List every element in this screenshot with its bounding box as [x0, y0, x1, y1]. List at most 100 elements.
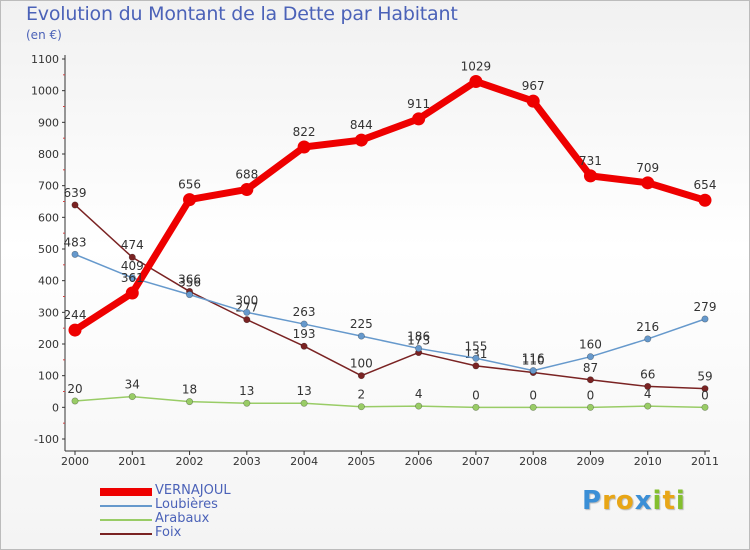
legend-swatch-arabaux [100, 519, 152, 521]
data-point-loubi-res [128, 274, 136, 282]
logo-letter: P [582, 486, 603, 516]
y-tick-label: 200 [38, 338, 59, 351]
data-point-arabaux [529, 403, 537, 411]
x-tick-label: 2002 [176, 455, 204, 468]
y-tick-label: 1000 [31, 85, 59, 98]
series-line-loubi-res [74, 253, 706, 372]
data-point-foix [472, 362, 480, 370]
data-label-vernajoul: 1029 [461, 59, 492, 73]
x-tick-label: 2009 [576, 455, 604, 468]
x-tick-label: 2000 [61, 455, 89, 468]
data-label-arabaux: 20 [67, 382, 82, 396]
chart-subtitle: (en €) [26, 28, 62, 42]
data-label-foix: 66 [640, 367, 655, 381]
legend-label-arabaux: Arabaux [155, 511, 210, 526]
data-point-vernajoul [641, 176, 655, 190]
data-point-foix [243, 316, 251, 324]
data-label-vernajoul: 967 [522, 79, 545, 93]
data-point-arabaux [243, 399, 251, 407]
data-label-arabaux: 0 [587, 388, 595, 402]
x-tick-label: 2007 [462, 455, 490, 468]
data-label-vernajoul: 654 [694, 178, 717, 192]
data-label-loubi-res: 356 [178, 276, 201, 290]
data-label-foix: 110 [522, 354, 545, 368]
data-point-foix [357, 372, 365, 380]
data-point-arabaux [357, 403, 365, 411]
data-point-vernajoul [68, 323, 82, 337]
data-label-loubi-res: 300 [235, 293, 258, 307]
legend-swatch-vernajoul [100, 488, 152, 496]
data-point-foix [300, 342, 308, 350]
data-label-loubi-res: 225 [350, 317, 373, 331]
data-label-loubi-res: 116 [522, 352, 545, 366]
data-label-foix: 59 [697, 370, 712, 384]
data-label-loubi-res: 216 [636, 320, 659, 334]
x-tick-label: 2008 [519, 455, 547, 468]
data-point-loubi-res [300, 320, 308, 328]
data-point-vernajoul [412, 112, 426, 126]
data-label-loubi-res: 155 [464, 339, 487, 353]
data-label-loubi-res: 483 [64, 235, 87, 249]
data-point-loubi-res [529, 367, 537, 375]
y-tick-label: 300 [38, 306, 59, 319]
legend-label-vernajoul: VERNAJOUL [155, 483, 231, 498]
data-point-arabaux [415, 402, 423, 410]
data-label-foix: 173 [407, 334, 430, 348]
data-label-arabaux: 4 [644, 387, 652, 401]
y-tick-label: 100 [38, 370, 59, 383]
logo-letter: i [652, 486, 663, 516]
x-tick-label: 2001 [118, 455, 146, 468]
data-label-arabaux: 2 [358, 388, 366, 402]
chart-title: Evolution du Montant de la Dette par Hab… [26, 3, 458, 25]
data-label-arabaux: 0 [472, 388, 480, 402]
data-point-vernajoul [526, 94, 540, 108]
x-tick-label: 2011 [691, 455, 719, 468]
x-tick-label: 2006 [405, 455, 433, 468]
data-label-vernajoul: 688 [235, 167, 258, 181]
data-point-arabaux [186, 398, 194, 406]
y-tick-label: -100 [34, 433, 59, 446]
data-label-vernajoul: 709 [636, 161, 659, 175]
data-label-loubi-res: 160 [579, 338, 602, 352]
data-point-foix [71, 201, 79, 209]
data-point-loubi-res [357, 332, 365, 340]
data-label-vernajoul: 656 [178, 178, 201, 192]
data-point-foix [644, 382, 652, 390]
data-label-arabaux: 13 [296, 384, 311, 398]
data-point-loubi-res [71, 250, 79, 258]
data-label-foix: 100 [350, 357, 373, 371]
data-point-loubi-res [644, 335, 652, 343]
y-tick-label: 600 [38, 211, 59, 224]
data-point-foix [128, 253, 136, 261]
data-point-foix [586, 376, 594, 384]
y-tick-label: 900 [38, 116, 59, 129]
data-label-arabaux: 18 [182, 383, 197, 397]
y-tick-label: 800 [38, 148, 59, 161]
data-label-vernajoul: 731 [579, 154, 602, 168]
data-point-vernajoul [469, 74, 483, 88]
data-label-foix: 366 [178, 272, 201, 286]
data-point-loubi-res [243, 308, 251, 316]
data-label-vernajoul: 822 [293, 125, 316, 139]
data-point-vernajoul [583, 169, 597, 183]
data-label-loubi-res: 186 [407, 329, 430, 343]
x-tick-label: 2004 [290, 455, 318, 468]
legend-label-loubieres: Loubières [155, 497, 218, 512]
logo-letter: i [675, 486, 686, 516]
data-point-loubi-res [586, 353, 594, 361]
data-point-loubi-res [186, 291, 194, 299]
legend-swatch-loubieres [100, 505, 152, 507]
data-point-loubi-res [701, 315, 709, 323]
y-tick-label: 1100 [31, 53, 59, 66]
y-tick-label: 400 [38, 275, 59, 288]
data-label-arabaux: 0 [529, 388, 537, 402]
data-point-arabaux [644, 402, 652, 410]
y-tick-label: 0 [52, 401, 59, 414]
data-label-arabaux: 0 [701, 388, 709, 402]
x-tick-label: 2010 [634, 455, 662, 468]
x-tick-label: 2003 [233, 455, 261, 468]
data-point-arabaux [472, 403, 480, 411]
data-point-loubi-res [472, 354, 480, 362]
data-point-vernajoul [183, 193, 197, 207]
data-label-foix: 193 [293, 327, 316, 341]
